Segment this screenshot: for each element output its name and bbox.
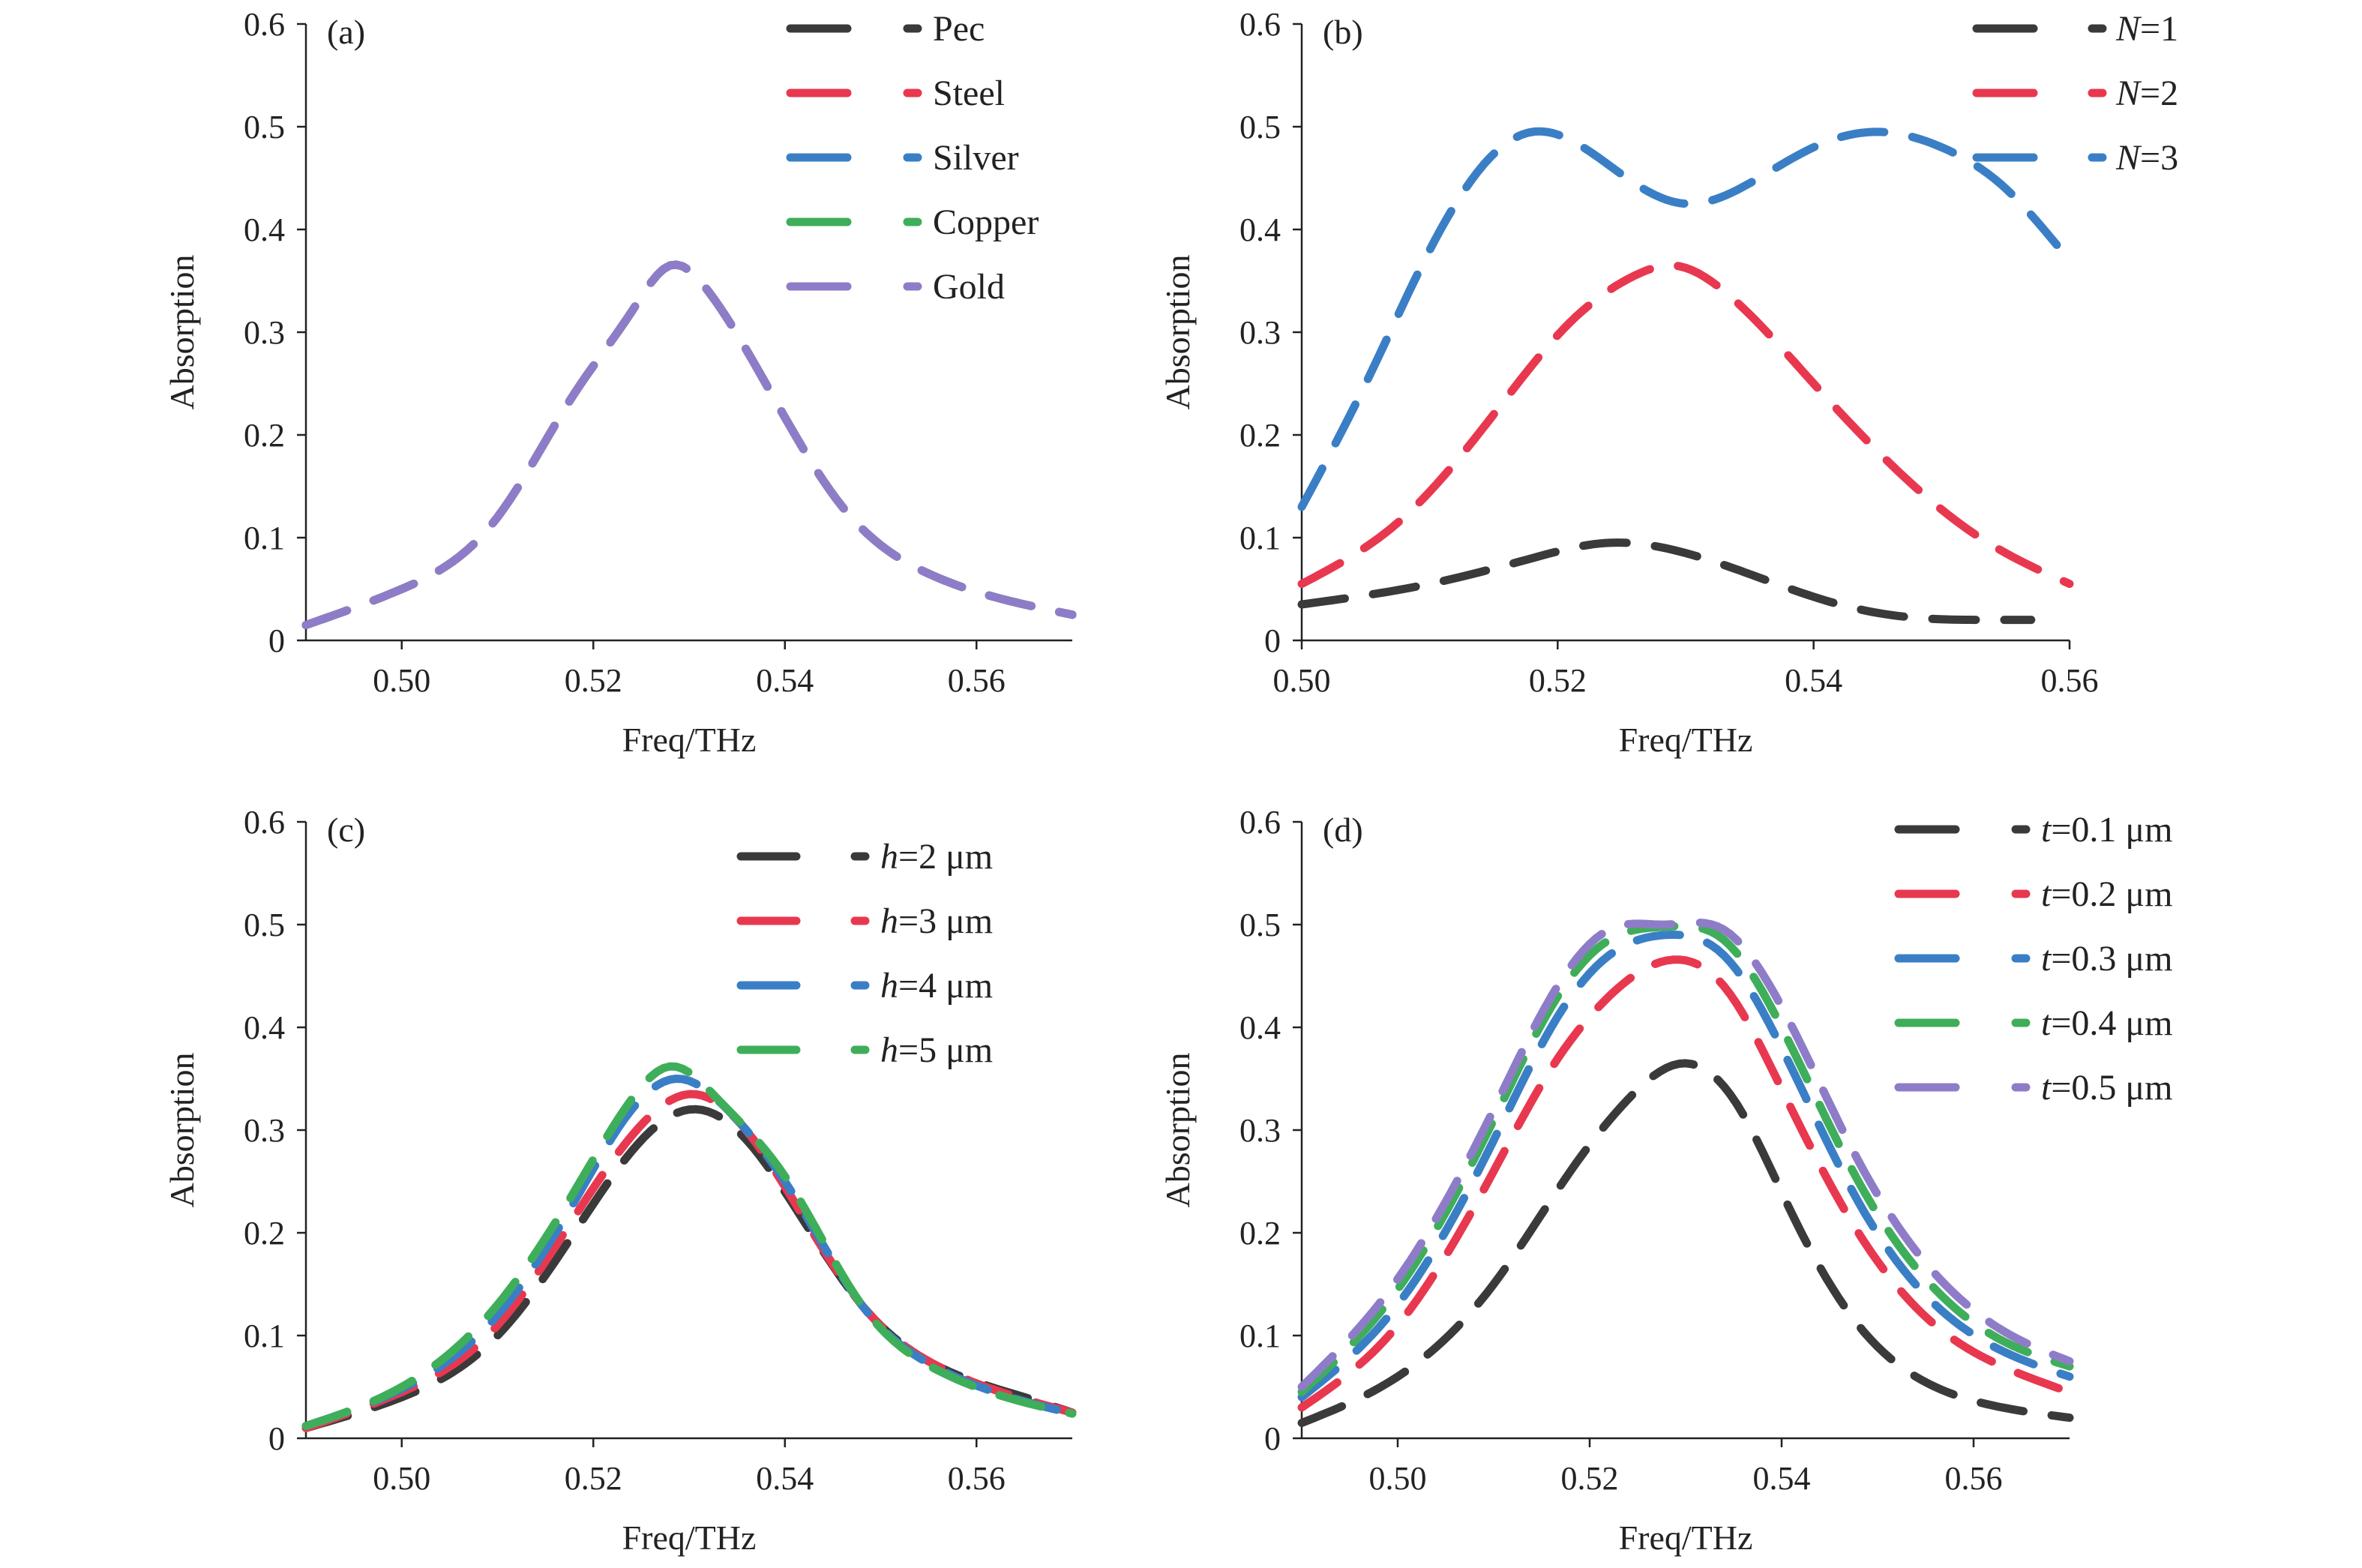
x-axis-label: Freq/THz <box>622 1519 757 1557</box>
x-tick-label: 0.52 <box>1529 662 1587 699</box>
x-axis-label: Freq/THz <box>1619 721 1753 759</box>
legend-label: h=5 μm <box>880 1030 993 1070</box>
y-axis-label: Absorption <box>1159 1053 1197 1208</box>
y-axis-label: Absorption <box>163 1053 201 1208</box>
y-tick-label: 0.1 <box>1239 520 1281 556</box>
y-axis-label: Absorption <box>163 255 201 410</box>
y-tick-label: 0.6 <box>244 804 285 841</box>
legend-label: Silver <box>933 138 1019 178</box>
series-line <box>301 260 1077 629</box>
y-tick-label: 0.6 <box>244 6 285 43</box>
y-tick-label: 0.3 <box>1239 314 1281 351</box>
y-tick-label: 0.2 <box>1239 417 1281 454</box>
y-axis-label: Absorption <box>1159 255 1197 410</box>
panel-a: 0 0.1 0.2 0.3 0.4 0.5 0.6 0.50 0.52 0.54 0.56 Freq/… <box>163 6 1077 759</box>
x-axis-label: Freq/THz <box>1619 1519 1753 1557</box>
series-line <box>301 260 1077 629</box>
y-tick-label: 0.3 <box>244 1112 285 1149</box>
series-line <box>1297 127 2061 511</box>
series-line <box>301 1075 1077 1431</box>
series-line <box>301 1062 1077 1431</box>
y-tick-label: 0 <box>1264 622 1281 659</box>
y-tick-label: 0.4 <box>1239 211 1281 248</box>
x-tick-label: 0.50 <box>1369 1460 1427 1497</box>
x-tick-label: 0.56 <box>1945 1460 2003 1497</box>
x-tick-label: 0.52 <box>565 662 622 699</box>
panel-tag: (b) <box>1323 13 1363 51</box>
legend-label: t=0.1 μm <box>2041 810 2172 850</box>
legend-label: h=2 μm <box>880 837 993 877</box>
x-tick-label: 0.50 <box>373 662 430 699</box>
legend-label: Pec <box>933 9 985 49</box>
y-tick-label: 0.1 <box>244 1318 285 1354</box>
series-line <box>301 260 1077 629</box>
series-line <box>1297 930 2074 1402</box>
y-tick-label: 0.6 <box>1239 6 1281 43</box>
legend: Pec Steel Silver Copper Gold <box>786 9 1039 307</box>
y-tick-label: 0.2 <box>244 1215 285 1252</box>
x-tick-label: 0.54 <box>1753 1460 1811 1497</box>
series-line <box>301 260 1077 629</box>
legend-label: t=0.3 μm <box>2041 939 2172 979</box>
panel-d: 0 0.1 0.2 0.3 0.4 0.5 0.6 0.50 0.52 0.54 0.56 Freq/… <box>1159 804 2172 1557</box>
y-tick-label: 0.5 <box>1239 109 1281 145</box>
series-line <box>1297 918 2074 1391</box>
legend-label: N=1 <box>2115 9 2178 49</box>
y-tick-label: 0.2 <box>244 417 285 454</box>
series-line <box>1297 1059 2074 1427</box>
legend: N=1 N=2 N=3 <box>1972 9 2178 178</box>
panel-tag: (a) <box>327 13 365 51</box>
y-tick-label: 0.1 <box>244 520 285 556</box>
panel-tag: (d) <box>1323 811 1363 849</box>
y-tick-label: 0 <box>1264 1420 1281 1457</box>
y-tick-label: 0.3 <box>244 314 285 351</box>
legend-label: N=2 <box>2115 73 2178 113</box>
x-tick-label: 0.56 <box>948 662 1006 699</box>
legend-label: h=4 μm <box>880 966 993 1006</box>
panel-b: 0 0.1 0.2 0.3 0.4 0.5 0.6 0.50 0.52 0.54 0.56 Freq/… <box>1159 6 2178 759</box>
x-tick-label: 0.54 <box>756 662 814 699</box>
legend-label: Gold <box>933 267 1005 307</box>
legend: h=2 μm h=3 μm h=4 μm h=5 μm <box>736 837 993 1070</box>
x-tick-label: 0.56 <box>948 1460 1006 1497</box>
x-tick-label: 0.54 <box>1785 662 1842 699</box>
y-tick-label: 0.2 <box>1239 1215 1281 1252</box>
y-tick-label: 0.4 <box>244 211 285 248</box>
legend-label: Copper <box>933 202 1039 242</box>
y-tick-label: 0.5 <box>244 907 285 943</box>
series-line <box>1297 261 2074 589</box>
y-tick-label: 0.1 <box>1239 1318 1281 1354</box>
series-line <box>1297 538 2036 625</box>
panel-c: 0 0.1 0.2 0.3 0.4 0.5 0.6 0.50 0.52 0.54 0.56 Freq/… <box>163 804 1077 1557</box>
legend-label: t=0.4 μm <box>2041 1003 2172 1043</box>
panel-tag: (c) <box>327 811 365 849</box>
x-tick-label: 0.54 <box>756 1460 814 1497</box>
y-tick-label: 0.5 <box>1239 907 1281 943</box>
legend-label: Steel <box>933 73 1005 113</box>
y-tick-label: 0.4 <box>1239 1009 1281 1046</box>
y-tick-label: 0.3 <box>1239 1112 1281 1149</box>
legend-label: t=0.2 μm <box>2041 874 2172 914</box>
x-tick-label: 0.52 <box>1561 1460 1619 1497</box>
x-tick-label: 0.52 <box>565 1460 622 1497</box>
y-tick-label: 0 <box>268 622 285 659</box>
y-tick-label: 0.6 <box>1239 804 1281 841</box>
legend: t=0.1 μm t=0.2 μm t=0.3 μm t=0.4 μm t=0.5 μm <box>1894 810 2172 1108</box>
x-tick-label: 0.50 <box>373 1460 430 1497</box>
series-line <box>301 260 1077 629</box>
series-line <box>1297 922 2074 1396</box>
series-line <box>1297 955 2074 1412</box>
y-tick-label: 0.5 <box>244 109 285 145</box>
x-tick-label: 0.50 <box>1273 662 1331 699</box>
legend-label: t=0.5 μm <box>2041 1068 2172 1108</box>
y-tick-label: 0 <box>268 1420 285 1457</box>
x-tick-label: 0.56 <box>2041 662 2099 699</box>
y-tick-label: 0.4 <box>244 1009 285 1046</box>
x-axis-label: Freq/THz <box>622 721 757 759</box>
legend-label: N=3 <box>2115 138 2178 178</box>
legend-label: h=3 μm <box>880 901 993 941</box>
